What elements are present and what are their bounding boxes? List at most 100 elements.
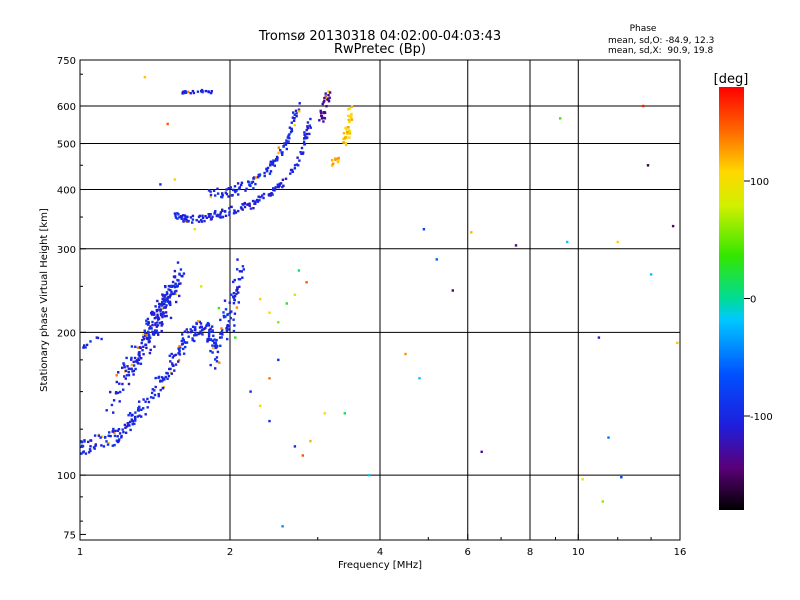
trace-point xyxy=(257,195,260,198)
colorbar xyxy=(719,87,744,510)
trace-point xyxy=(158,305,161,308)
trace-point xyxy=(227,195,230,198)
trace-point xyxy=(344,126,347,130)
trace-point xyxy=(244,189,247,192)
trace-point xyxy=(350,114,353,118)
trace-point xyxy=(173,212,177,215)
trace-point xyxy=(205,323,209,326)
trace-point xyxy=(195,333,198,337)
trace-point xyxy=(199,325,203,328)
trace-point xyxy=(324,96,327,99)
trace-point xyxy=(207,337,211,340)
trace-point xyxy=(116,435,119,438)
trace-point xyxy=(219,213,222,216)
x-tick-label: 2 xyxy=(227,547,233,558)
trace-point xyxy=(293,113,296,116)
scatter-point xyxy=(616,240,619,244)
trace-point xyxy=(300,152,303,155)
trace-point xyxy=(191,221,194,224)
trace-point xyxy=(206,339,209,343)
trace-point xyxy=(242,268,245,271)
trace-point xyxy=(254,200,257,203)
trace-point xyxy=(161,300,164,304)
trace-point xyxy=(228,311,232,315)
trace-point xyxy=(227,328,230,331)
trace-point xyxy=(236,268,239,271)
trace-point xyxy=(288,133,291,136)
trace-point xyxy=(100,337,103,341)
trace-point xyxy=(277,185,280,189)
trace-point xyxy=(251,199,255,203)
trace-point xyxy=(124,369,128,372)
trace-point xyxy=(159,380,162,383)
trace-point xyxy=(197,220,201,223)
trace-point xyxy=(147,320,150,324)
trace-point xyxy=(350,105,354,108)
trace-point xyxy=(127,414,130,417)
trace-point xyxy=(149,348,152,352)
trace-point xyxy=(238,186,241,189)
trace-point xyxy=(166,372,169,375)
trace-point xyxy=(211,329,214,333)
trace-point xyxy=(167,374,171,378)
trace-point xyxy=(259,196,262,199)
trace-point xyxy=(173,292,176,295)
trace-point xyxy=(199,322,203,325)
trace-point xyxy=(342,132,346,135)
trace-point xyxy=(171,292,175,296)
trace-point xyxy=(140,415,143,418)
trace-point xyxy=(113,443,116,447)
trace-point xyxy=(285,147,288,151)
trace-point xyxy=(111,430,114,433)
trace-point xyxy=(246,203,249,206)
trace-point xyxy=(145,319,148,322)
trace-point xyxy=(154,316,158,319)
trace-point xyxy=(137,358,141,361)
trace-point xyxy=(348,120,351,124)
x-tick-label: 4 xyxy=(377,547,383,558)
trace-point xyxy=(169,303,172,307)
trace-point xyxy=(250,181,253,184)
trace-point xyxy=(218,361,221,364)
trace-point xyxy=(128,412,132,415)
trace-point xyxy=(228,325,231,328)
trace-point xyxy=(174,363,178,366)
trace-point xyxy=(166,377,169,380)
scatter-point xyxy=(285,302,288,305)
trace-point xyxy=(176,217,179,220)
trace-point xyxy=(221,192,224,195)
trace-point xyxy=(153,393,157,397)
trace-point xyxy=(200,220,204,223)
trace-point xyxy=(89,449,92,453)
trace-point xyxy=(348,136,351,139)
trace-point xyxy=(293,123,296,127)
trace-point xyxy=(319,111,323,115)
trace-point xyxy=(254,176,258,179)
trace-point xyxy=(325,105,328,108)
trace-point xyxy=(215,343,218,347)
y-tick-label: 750 xyxy=(57,56,76,67)
trace-point xyxy=(112,411,115,414)
trace-point xyxy=(134,345,137,348)
trace-point xyxy=(154,305,157,308)
trace-point xyxy=(127,424,130,427)
trace-point xyxy=(178,273,181,276)
trace-point xyxy=(303,131,306,134)
trace-point xyxy=(170,372,173,375)
trace-point xyxy=(179,346,182,349)
trace-point xyxy=(222,314,225,318)
trace-point xyxy=(125,356,128,360)
trace-point xyxy=(145,346,148,350)
trace-point xyxy=(219,216,222,219)
scatter-point xyxy=(646,164,650,167)
trace-point xyxy=(243,205,247,209)
trace-point xyxy=(182,272,186,275)
trace-point xyxy=(130,363,134,367)
trace-point xyxy=(156,299,159,303)
trace-point xyxy=(215,356,219,359)
scatter-point xyxy=(559,117,562,120)
trace-point xyxy=(333,157,337,160)
trace-point xyxy=(110,403,114,407)
trace-point xyxy=(288,126,292,129)
trace-point xyxy=(115,380,118,384)
